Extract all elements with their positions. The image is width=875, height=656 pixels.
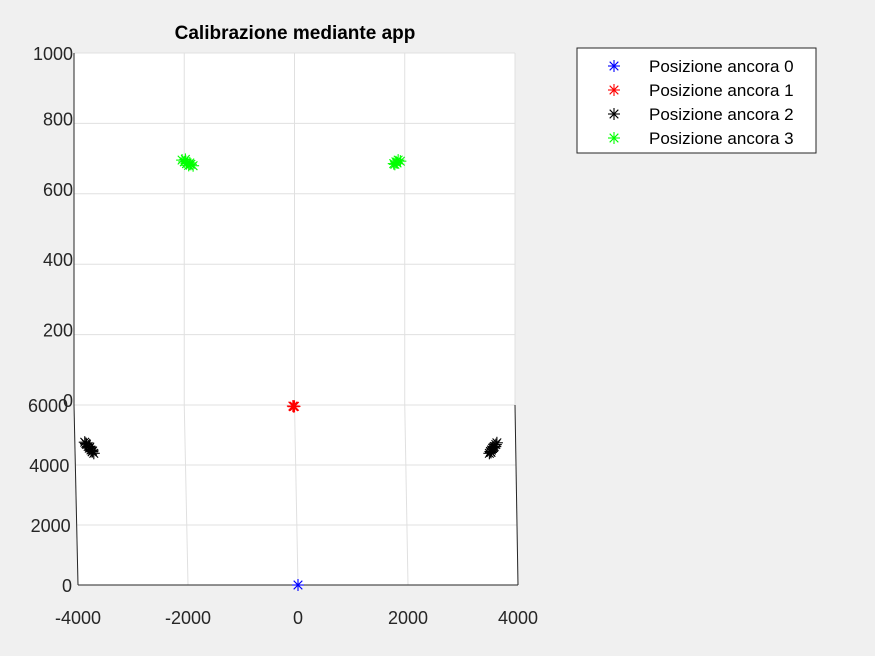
z-tick-label: 1000: [33, 44, 73, 64]
floor-edge-right: [514, 404, 519, 586]
data-point-ancora-3: [391, 156, 404, 169]
legend-label: Posizione ancora 2: [649, 105, 794, 124]
x-tick-label: 0: [293, 608, 303, 628]
x-tick-label: 2000: [388, 608, 428, 628]
legend-label: Posizione ancora 0: [649, 57, 794, 76]
data-points: [78, 153, 503, 591]
data-point-ancora-2: [86, 444, 99, 457]
data-point-ancora-0: [292, 579, 304, 591]
legend-marker: [608, 60, 620, 72]
legend-label: Posizione ancora 3: [649, 129, 794, 148]
y-tick-label: 4000: [29, 456, 69, 476]
grid-lines: [73, 52, 519, 586]
y-tick-label: 2000: [31, 516, 71, 536]
x-tick-label: -2000: [165, 608, 211, 628]
data-point-ancora-1: [287, 400, 300, 413]
y-axis-line: [73, 404, 79, 586]
z-tick-label: 200: [43, 321, 73, 341]
legend-marker: [608, 84, 620, 96]
z-tick-label: 600: [43, 180, 73, 200]
data-point-ancora-2: [484, 446, 497, 459]
z-tick-label: 800: [43, 109, 73, 129]
z-tick-label: 400: [43, 250, 73, 270]
legend-marker: [608, 132, 620, 144]
chart-title: Calibrazione mediante app: [175, 23, 416, 44]
tick-labels: -4000 -2000 0 2000 4000020004000600002004006…: [28, 44, 538, 628]
y-tick-label: 6000: [28, 396, 68, 416]
data-point-ancora-3: [388, 158, 401, 171]
y-tick-label: 0: [62, 576, 72, 596]
legend-marker: [608, 108, 620, 120]
data-point-ancora-3: [183, 156, 196, 169]
legend[interactable]: Posizione ancora 0 Posizione ancora 1 Posi…: [576, 47, 817, 154]
data-point-ancora-2: [487, 441, 500, 454]
x-tick-label: 4000: [498, 608, 538, 628]
z-tick-label: 0: [63, 391, 73, 411]
x-tick-label: -4000: [55, 608, 101, 628]
legend-label: Posizione ancora 1: [649, 81, 794, 100]
